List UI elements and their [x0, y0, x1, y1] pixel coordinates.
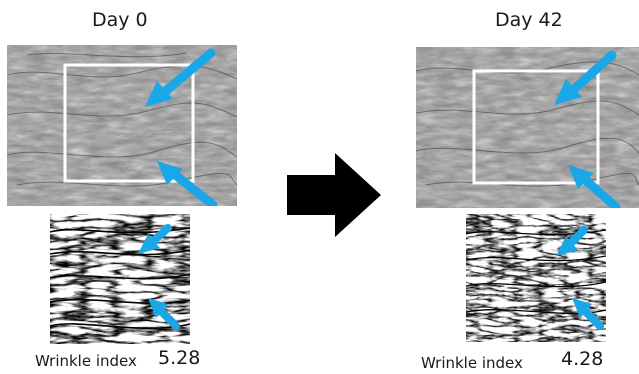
- roi-box: [63, 63, 195, 183]
- wrinkle-index-label-day42: Wrinkle index: [421, 354, 523, 372]
- transition-arrow-icon: [287, 153, 381, 237]
- arrow-icon: [138, 224, 172, 254]
- wrinkle-index-value-day42: 4.28: [561, 348, 604, 370]
- panel-title-day42: Day 42: [495, 9, 563, 31]
- arrow-icon: [157, 161, 218, 206]
- arrow-icon: [556, 226, 588, 256]
- roi-box: [472, 69, 600, 185]
- skin-photo-day42: [416, 47, 639, 208]
- wrinkle-map-day42: [466, 214, 606, 342]
- skin-photo-day0: [7, 45, 237, 206]
- arrow-icon: [568, 165, 621, 208]
- arrow-icon: [572, 298, 604, 330]
- wrinkle-index-label-day0: Wrinkle index: [35, 352, 137, 370]
- arrow-icon: [554, 50, 617, 105]
- arrow-icon: [148, 298, 180, 330]
- panel-title-day0: Day 0: [92, 9, 148, 31]
- wrinkle-map-day0: [50, 214, 190, 344]
- arrow-icon: [145, 48, 216, 107]
- wrinkle-index-value-day0: 5.28: [158, 347, 201, 369]
